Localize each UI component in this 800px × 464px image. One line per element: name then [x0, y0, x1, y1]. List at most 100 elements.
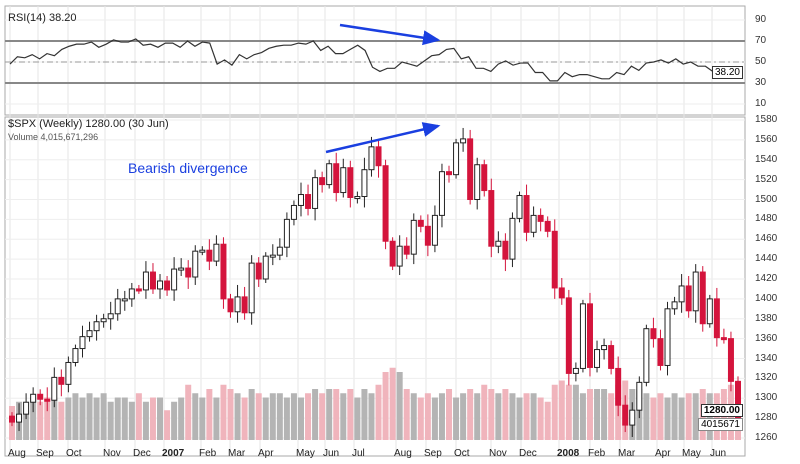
- volume-bar: [431, 397, 438, 440]
- candle-body: [615, 367, 622, 406]
- candle-body: [382, 165, 389, 242]
- rsi-tick-label: 10: [755, 98, 767, 109]
- x-tick-label: Sep: [36, 448, 54, 459]
- rsi-panel-frame: [4, 5, 746, 116]
- volume-bar: [544, 401, 551, 440]
- candle-body: [65, 361, 72, 385]
- candle-body: [206, 249, 213, 262]
- volume-bar: [220, 384, 227, 440]
- volume-bar: [114, 397, 121, 440]
- candle-body: [713, 298, 720, 339]
- volume-bar: [601, 389, 608, 440]
- last-price-value: 1280.00: [700, 404, 743, 417]
- candle-body: [678, 285, 685, 303]
- candle-body: [530, 214, 537, 233]
- x-tick-label: Jun: [323, 448, 340, 459]
- volume-bar: [86, 393, 93, 440]
- candle-body: [9, 415, 15, 423]
- candle-body: [446, 171, 453, 176]
- candle-body: [114, 298, 121, 315]
- volume-bar: [305, 393, 312, 440]
- price-tick-label: 1340: [755, 352, 778, 364]
- volume-bar: [551, 384, 558, 440]
- volume-bar: [671, 393, 678, 440]
- candle-body: [107, 313, 114, 320]
- candle-body: [37, 393, 44, 400]
- volume-bar: [537, 397, 544, 440]
- price-tick-label: 1540: [755, 153, 778, 165]
- x-tick-label: Sep: [424, 448, 442, 459]
- candle-body: [30, 393, 37, 403]
- price-tick-label: 1460: [755, 233, 778, 245]
- candle-body: [657, 338, 664, 366]
- volume-bar: [354, 397, 361, 440]
- candle-body: [431, 214, 438, 246]
- x-tick-label: Aug: [394, 448, 412, 459]
- candle-body: [664, 308, 671, 366]
- volume-bar: [382, 372, 389, 440]
- candle-body: [276, 246, 283, 256]
- candle-body: [128, 288, 135, 300]
- candle-body: [72, 348, 79, 363]
- candle-body: [537, 214, 544, 222]
- candle-body: [579, 303, 586, 369]
- candle-body: [389, 240, 396, 267]
- candle-body: [685, 285, 692, 312]
- volume-bar: [650, 397, 657, 440]
- x-tick-label: Jul: [352, 448, 365, 459]
- volume-bar: [474, 393, 481, 440]
- candle-body: [636, 381, 643, 411]
- volume-bar: [234, 393, 241, 440]
- volume-bar: [481, 384, 488, 440]
- rsi-tick-label: 90: [755, 14, 767, 25]
- volume-bar: [326, 389, 333, 440]
- volume-bar: [121, 397, 128, 440]
- candle-body: [333, 163, 340, 194]
- rsi-tick-label: 70: [755, 35, 767, 46]
- volume-bar: [312, 389, 319, 440]
- volume-bar: [657, 393, 664, 440]
- x-tick-label: Dec: [133, 448, 151, 459]
- volume-bar: [460, 393, 467, 440]
- x-tick-label: 2007: [162, 448, 185, 459]
- x-tick-label: Mar: [618, 448, 636, 459]
- volume-bar: [396, 372, 403, 440]
- volume-bar: [586, 389, 593, 440]
- price-tick-label: 1420: [755, 273, 778, 284]
- x-tick-label: Feb: [588, 448, 606, 459]
- volume-bar: [424, 393, 431, 440]
- candle-body: [100, 318, 107, 323]
- x-tick-label: Apr: [258, 448, 274, 459]
- candle-body: [51, 376, 58, 401]
- candle-body: [86, 330, 93, 338]
- candle-body: [297, 194, 304, 206]
- volume-bar: [128, 401, 135, 440]
- candle-body: [241, 296, 248, 314]
- candle-body: [213, 243, 220, 262]
- candle-body: [255, 262, 262, 280]
- volume-bar: [283, 397, 290, 440]
- price-tick-label: 1260: [755, 432, 778, 443]
- volume-bar: [297, 397, 304, 440]
- x-tick-label: Apr: [655, 448, 671, 459]
- last-volume-value: 4015671: [698, 418, 743, 431]
- candle-body: [438, 171, 445, 216]
- candle-body: [622, 404, 629, 426]
- volume-bar: [558, 380, 565, 440]
- volume-bar: [608, 393, 615, 440]
- volume-bar: [79, 397, 86, 440]
- price-tick-label: 1400: [755, 292, 778, 304]
- volume-bar: [178, 397, 185, 440]
- candle-body: [495, 240, 502, 247]
- x-tick-label: Dec: [519, 448, 537, 459]
- volume-bar: [572, 384, 579, 440]
- candle-body: [453, 142, 460, 176]
- volume-bar: [51, 397, 58, 440]
- volume-bar: [692, 393, 699, 440]
- candle-body: [269, 254, 276, 258]
- candle-body: [149, 271, 156, 290]
- volume-bar: [375, 384, 382, 440]
- volume-bar: [255, 393, 262, 440]
- x-tick-label: 2008: [557, 448, 580, 459]
- volume-bar: [93, 397, 100, 440]
